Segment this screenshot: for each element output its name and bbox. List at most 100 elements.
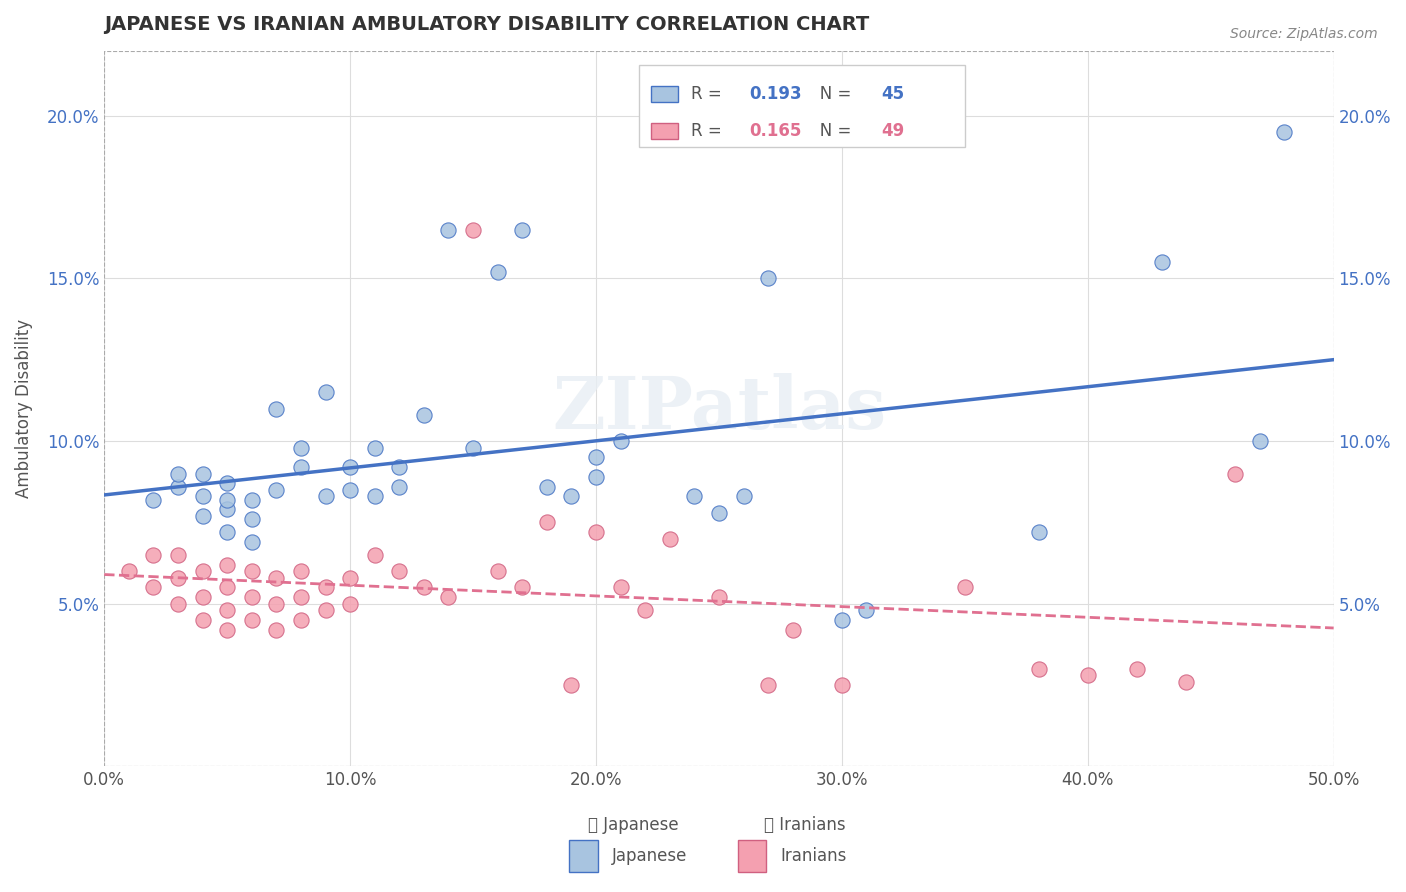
Text: R =: R = <box>690 122 727 140</box>
Point <box>388 564 411 578</box>
Point <box>658 532 681 546</box>
Point <box>217 502 239 516</box>
Point <box>486 564 509 578</box>
Point <box>585 525 607 540</box>
Point <box>412 408 434 422</box>
Point <box>733 489 755 503</box>
Point <box>191 489 214 503</box>
Point <box>585 450 607 465</box>
Point <box>142 492 165 507</box>
Point <box>266 597 288 611</box>
Point <box>142 548 165 562</box>
Point <box>290 591 312 605</box>
Text: 49: 49 <box>882 122 904 140</box>
Point <box>315 489 337 503</box>
Point <box>217 476 239 491</box>
FancyBboxPatch shape <box>738 840 766 872</box>
Text: 0.193: 0.193 <box>749 85 803 103</box>
Text: ⬜ Iranians: ⬜ Iranians <box>765 816 846 834</box>
Point <box>388 480 411 494</box>
Point <box>707 506 730 520</box>
Point <box>437 591 460 605</box>
Point <box>191 564 214 578</box>
Point <box>191 467 214 481</box>
Point <box>217 603 239 617</box>
Point <box>364 548 387 562</box>
Point <box>339 597 361 611</box>
Point <box>167 597 190 611</box>
Point <box>461 441 484 455</box>
Point <box>167 548 190 562</box>
Text: Iranians: Iranians <box>780 847 846 865</box>
Point <box>609 581 631 595</box>
Point <box>486 265 509 279</box>
Text: Source: ZipAtlas.com: Source: ZipAtlas.com <box>1230 27 1378 41</box>
Point <box>315 603 337 617</box>
Text: Japanese: Japanese <box>612 847 688 865</box>
Point <box>756 678 779 692</box>
Point <box>339 460 361 475</box>
Text: ⬜ Japanese: ⬜ Japanese <box>588 816 678 834</box>
Point <box>831 678 853 692</box>
Point <box>266 483 288 497</box>
Point <box>240 492 263 507</box>
Point <box>831 613 853 627</box>
Text: JAPANESE VS IRANIAN AMBULATORY DISABILITY CORRELATION CHART: JAPANESE VS IRANIAN AMBULATORY DISABILIT… <box>104 15 869 34</box>
Point <box>240 512 263 526</box>
Point <box>1077 668 1099 682</box>
Point <box>855 603 877 617</box>
Point <box>437 223 460 237</box>
Point <box>339 571 361 585</box>
Point <box>756 271 779 285</box>
Point <box>266 401 288 416</box>
Text: 45: 45 <box>882 85 904 103</box>
Point <box>683 489 706 503</box>
Point <box>1175 674 1198 689</box>
Point <box>266 571 288 585</box>
Point <box>315 385 337 400</box>
Point <box>1028 525 1050 540</box>
Point <box>1150 255 1173 269</box>
Point <box>240 613 263 627</box>
Point <box>315 581 337 595</box>
Point <box>510 223 533 237</box>
Point <box>510 581 533 595</box>
Point <box>536 480 558 494</box>
Point <box>560 678 582 692</box>
Point <box>167 467 190 481</box>
Point <box>364 489 387 503</box>
Point <box>240 535 263 549</box>
Point <box>388 460 411 475</box>
Point <box>240 564 263 578</box>
Point <box>707 591 730 605</box>
Point <box>560 489 582 503</box>
Point <box>609 434 631 449</box>
Point <box>217 525 239 540</box>
Point <box>118 564 141 578</box>
Point <box>266 623 288 637</box>
Text: ZIPatlas: ZIPatlas <box>553 373 886 444</box>
Point <box>191 613 214 627</box>
Point <box>1225 467 1247 481</box>
Point <box>217 492 239 507</box>
Point <box>217 558 239 572</box>
Point <box>290 613 312 627</box>
Point <box>290 564 312 578</box>
Point <box>191 508 214 523</box>
Point <box>364 441 387 455</box>
FancyBboxPatch shape <box>651 86 678 102</box>
Point <box>536 516 558 530</box>
Text: N =: N = <box>804 85 856 103</box>
Point <box>142 581 165 595</box>
FancyBboxPatch shape <box>569 840 598 872</box>
Point <box>1126 662 1149 676</box>
Point <box>1249 434 1271 449</box>
Text: N =: N = <box>804 122 856 140</box>
Point <box>461 223 484 237</box>
Point <box>191 591 214 605</box>
Point <box>167 571 190 585</box>
FancyBboxPatch shape <box>640 65 965 147</box>
Point <box>290 460 312 475</box>
Point <box>217 581 239 595</box>
Point <box>339 483 361 497</box>
